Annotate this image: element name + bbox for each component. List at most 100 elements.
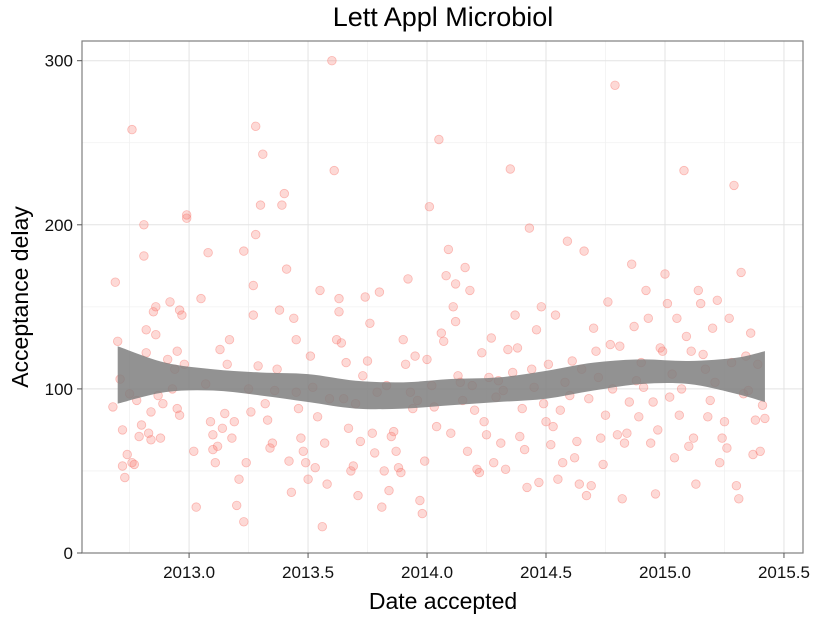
data-point bbox=[646, 438, 656, 448]
data-point bbox=[605, 339, 616, 350]
data-point bbox=[734, 494, 744, 504]
data-point bbox=[515, 431, 525, 442]
data-point bbox=[615, 341, 625, 351]
data-point bbox=[205, 417, 216, 427]
data-point bbox=[110, 277, 121, 287]
data-point bbox=[296, 433, 306, 443]
data-point bbox=[641, 285, 651, 296]
x-tick-label: 2014.0 bbox=[401, 563, 453, 582]
data-point bbox=[377, 502, 387, 512]
x-tick-label: 2015.0 bbox=[639, 563, 691, 582]
data-point bbox=[334, 293, 344, 304]
data-point bbox=[698, 349, 708, 360]
data-point bbox=[108, 402, 118, 412]
data-point bbox=[696, 298, 706, 309]
data-point bbox=[403, 274, 413, 284]
data-point bbox=[191, 502, 201, 512]
data-point bbox=[712, 295, 723, 306]
data-point bbox=[362, 356, 373, 366]
y-axis-title: Acceptance delay bbox=[7, 206, 33, 388]
data-point bbox=[519, 444, 530, 455]
data-point bbox=[277, 200, 287, 210]
data-point bbox=[462, 446, 473, 457]
data-point bbox=[258, 149, 268, 159]
data-point bbox=[534, 477, 544, 488]
data-point bbox=[441, 271, 451, 281]
data-point bbox=[729, 180, 739, 191]
data-point bbox=[746, 328, 756, 338]
data-point bbox=[724, 313, 734, 324]
data-point bbox=[591, 346, 601, 356]
data-point bbox=[391, 446, 401, 457]
data-point bbox=[174, 410, 185, 420]
data-point bbox=[503, 344, 513, 355]
data-point bbox=[241, 458, 251, 468]
data-point bbox=[617, 494, 627, 504]
data-point bbox=[255, 200, 266, 210]
data-point bbox=[146, 435, 156, 445]
data-point bbox=[260, 399, 270, 409]
data-point bbox=[215, 344, 225, 355]
data-point bbox=[334, 307, 344, 317]
data-point bbox=[212, 441, 223, 452]
data-point bbox=[638, 382, 649, 393]
data-point bbox=[522, 482, 532, 493]
data-point bbox=[112, 336, 123, 347]
data-point bbox=[120, 472, 130, 483]
data-point bbox=[143, 428, 154, 438]
data-point bbox=[134, 431, 144, 442]
data-point bbox=[141, 325, 151, 335]
data-point bbox=[450, 316, 461, 327]
data-point bbox=[320, 438, 330, 448]
data-point bbox=[703, 412, 713, 422]
data-point bbox=[250, 121, 261, 132]
data-point bbox=[289, 313, 299, 324]
data-point bbox=[208, 430, 218, 440]
data-point bbox=[127, 458, 137, 468]
data-point bbox=[477, 348, 487, 358]
data-point bbox=[122, 449, 132, 460]
data-point bbox=[315, 285, 325, 296]
data-point bbox=[541, 417, 551, 427]
data-point bbox=[722, 443, 732, 453]
data-point bbox=[208, 444, 218, 455]
data-point bbox=[527, 364, 537, 374]
data-point bbox=[393, 463, 404, 473]
data-point bbox=[286, 487, 297, 498]
data-point bbox=[253, 361, 263, 371]
data-point bbox=[460, 262, 470, 273]
data-point bbox=[317, 522, 328, 532]
data-point bbox=[127, 124, 137, 135]
data-point bbox=[360, 292, 370, 302]
y-tick-label: 300 bbox=[45, 52, 73, 71]
data-point bbox=[434, 134, 444, 145]
data-point bbox=[155, 433, 166, 443]
data-point bbox=[181, 210, 192, 220]
data-point bbox=[384, 485, 394, 496]
data-point bbox=[310, 463, 320, 473]
data-point bbox=[172, 346, 182, 356]
data-point bbox=[691, 479, 701, 489]
data-point bbox=[279, 188, 290, 199]
x-tick-label: 2015.5 bbox=[758, 563, 810, 582]
data-point bbox=[151, 330, 161, 340]
data-point bbox=[305, 351, 316, 361]
data-point bbox=[398, 335, 408, 345]
data-point bbox=[465, 285, 475, 296]
data-point bbox=[450, 279, 461, 289]
data-point bbox=[203, 247, 213, 258]
data-point bbox=[146, 407, 156, 417]
smooth-band-group bbox=[117, 346, 765, 410]
panel-border bbox=[81, 40, 804, 554]
data-point bbox=[755, 446, 765, 457]
data-point bbox=[370, 448, 380, 458]
data-point bbox=[505, 164, 516, 174]
data-point bbox=[379, 466, 389, 476]
data-point bbox=[148, 307, 159, 317]
x-tick-label: 2013.5 bbox=[282, 563, 334, 582]
data-point bbox=[543, 359, 554, 370]
data-point bbox=[420, 456, 430, 466]
data-point bbox=[355, 436, 366, 447]
data-point bbox=[479, 417, 489, 427]
data-point bbox=[448, 302, 458, 312]
